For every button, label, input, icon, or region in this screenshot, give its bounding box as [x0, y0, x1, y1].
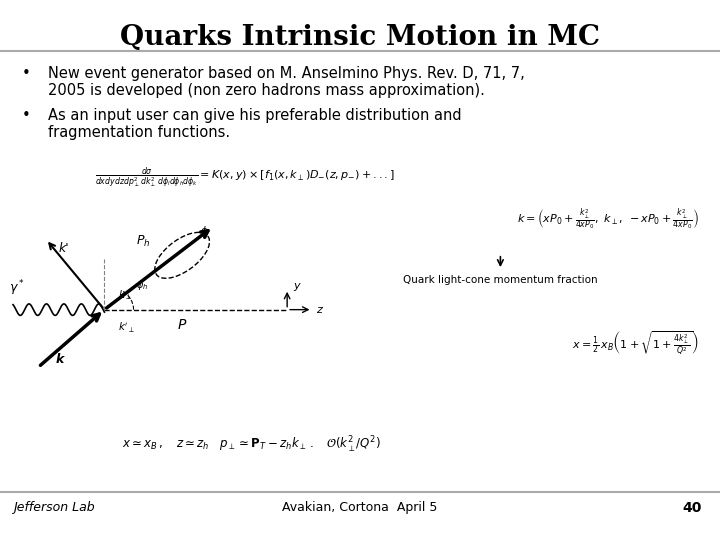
Text: As an input user can give his preferable distribution and
fragmentation function: As an input user can give his preferable… [48, 108, 462, 140]
Text: $\gamma^*$: $\gamma^*$ [9, 279, 25, 299]
Text: $z$: $z$ [316, 305, 325, 315]
Text: $\phi_l$: $\phi_l$ [199, 224, 210, 238]
Text: k': k' [58, 242, 69, 255]
Text: Avakian, Cortona  April 5: Avakian, Cortona April 5 [282, 501, 438, 514]
Text: $k_{\perp}$: $k_{\perp}$ [118, 288, 132, 302]
Text: •: • [22, 66, 30, 81]
Text: $\phi_h$: $\phi_h$ [135, 278, 148, 292]
Text: Quarks Intrinsic Motion in MC: Quarks Intrinsic Motion in MC [120, 24, 600, 51]
Text: 40: 40 [683, 501, 702, 515]
Text: $P_h$: $P_h$ [136, 234, 150, 249]
Text: $\frac{d\sigma}{dxdydzdp_{\perp}^2\,dk_{\perp}^2\,d\phi_l d\phi_h d\phi_k} = K(x: $\frac{d\sigma}{dxdydzdp_{\perp}^2\,dk_{… [95, 165, 395, 190]
Text: $x \simeq x_B\,,\quad z \simeq z_h\quad p_{\perp} \simeq \mathbf{P}_T - z_h k_{\: $x \simeq x_B\,,\quad z \simeq z_h\quad … [122, 435, 382, 455]
Text: P: P [178, 318, 186, 332]
Text: New event generator based on M. Anselmino Phys. Rev. D, 71, 7,
2005 is developed: New event generator based on M. Anselmin… [48, 66, 525, 98]
Text: $k'_{\perp}$: $k'_{\perp}$ [118, 321, 135, 335]
Text: Jefferson Lab: Jefferson Lab [13, 501, 94, 514]
Text: $k = \left(xP_0 + \frac{k_{\perp}^2}{4xP_0},\; k_{\perp},\; -xP_0 + \frac{k_{\pe: $k = \left(xP_0 + \frac{k_{\perp}^2}{4xP… [516, 208, 698, 232]
Text: Quark light-cone momentum fraction: Quark light-cone momentum fraction [403, 275, 598, 286]
Text: •: • [22, 108, 30, 123]
Text: $x = \frac{1}{2}\,x_B\left(1 + \sqrt{1 + \frac{4k_{\perp}^2}{Q^2}}\right)$: $x = \frac{1}{2}\,x_B\left(1 + \sqrt{1 +… [572, 329, 698, 357]
Text: k: k [55, 353, 64, 366]
Text: $y$: $y$ [293, 281, 302, 293]
